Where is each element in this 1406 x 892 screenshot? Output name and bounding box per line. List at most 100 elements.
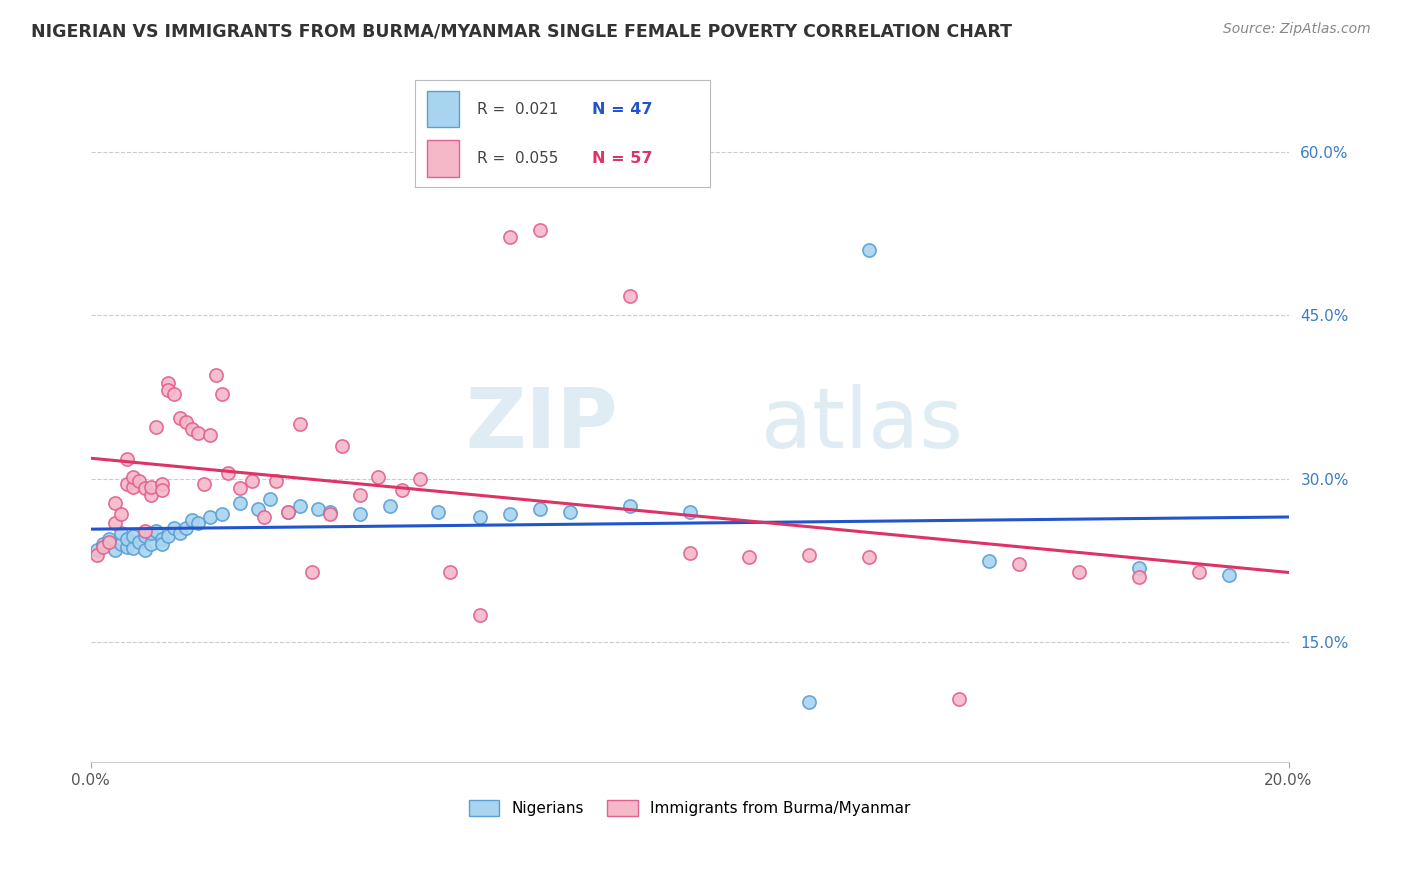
- Point: [91, 540, 114, 554]
- Point: [134, 528, 156, 542]
- Bar: [426, 140, 458, 177]
- Point: [529, 502, 551, 516]
- Point: [152, 537, 174, 551]
- Point: [247, 502, 270, 516]
- Text: N = 47: N = 47: [592, 102, 652, 117]
- Point: [200, 510, 222, 524]
- Point: [86, 542, 108, 557]
- Point: [378, 499, 401, 513]
- Point: [181, 422, 204, 436]
- Point: [157, 383, 180, 397]
- Point: [259, 491, 281, 506]
- Point: [253, 510, 276, 524]
- Point: [330, 439, 353, 453]
- Point: [110, 537, 132, 551]
- Text: atlas: atlas: [762, 384, 963, 465]
- Point: [229, 481, 252, 495]
- Point: [799, 696, 821, 710]
- Point: [858, 550, 880, 565]
- Point: [240, 474, 263, 488]
- Point: [176, 415, 198, 429]
- Point: [211, 507, 233, 521]
- Point: [152, 483, 174, 497]
- Point: [86, 548, 108, 562]
- Point: [152, 532, 174, 546]
- Point: [977, 554, 1000, 568]
- Point: [121, 469, 143, 483]
- Point: [121, 479, 143, 493]
- Point: [128, 535, 150, 549]
- Point: [1128, 561, 1150, 575]
- Text: ZIP: ZIP: [465, 384, 617, 465]
- Point: [367, 469, 389, 483]
- Point: [439, 565, 461, 579]
- Point: [163, 521, 186, 535]
- Point: [103, 542, 125, 557]
- Point: [139, 488, 162, 502]
- Text: R =  0.055: R = 0.055: [477, 151, 558, 166]
- Point: [678, 546, 700, 560]
- Point: [349, 488, 371, 502]
- Text: N = 57: N = 57: [592, 151, 652, 166]
- Point: [169, 410, 191, 425]
- Point: [163, 387, 186, 401]
- Point: [193, 477, 215, 491]
- Point: [115, 540, 138, 554]
- Point: [499, 507, 522, 521]
- Point: [128, 474, 150, 488]
- Point: [103, 496, 125, 510]
- Point: [121, 541, 143, 555]
- Point: [948, 692, 970, 706]
- Point: [391, 483, 413, 497]
- Point: [1008, 557, 1031, 571]
- Point: [301, 565, 323, 579]
- Point: [799, 548, 821, 562]
- Point: [115, 477, 138, 491]
- Point: [319, 505, 342, 519]
- Point: [115, 532, 138, 546]
- Point: [277, 505, 299, 519]
- Bar: [426, 91, 458, 128]
- Point: [134, 524, 156, 539]
- Point: [91, 537, 114, 551]
- Point: [427, 505, 450, 519]
- Point: [205, 368, 228, 383]
- Point: [619, 289, 641, 303]
- Point: [121, 528, 143, 542]
- Point: [229, 496, 252, 510]
- Point: [349, 507, 371, 521]
- Point: [468, 510, 491, 524]
- Point: [139, 526, 162, 541]
- Point: [558, 505, 581, 519]
- Point: [134, 542, 156, 557]
- Legend: Nigerians, Immigrants from Burma/Myanmar: Nigerians, Immigrants from Burma/Myanmar: [463, 794, 917, 822]
- Point: [139, 537, 162, 551]
- Point: [211, 387, 233, 401]
- Point: [1067, 565, 1090, 579]
- Point: [678, 505, 700, 519]
- Point: [409, 472, 432, 486]
- Point: [290, 417, 312, 432]
- Point: [499, 230, 522, 244]
- Point: [152, 477, 174, 491]
- Point: [266, 474, 288, 488]
- Point: [97, 535, 120, 549]
- Point: [738, 550, 761, 565]
- Point: [145, 524, 167, 539]
- Point: [134, 481, 156, 495]
- Point: [187, 516, 209, 530]
- Point: [169, 526, 191, 541]
- Point: [277, 505, 299, 519]
- Point: [181, 513, 204, 527]
- Point: [858, 243, 880, 257]
- Text: NIGERIAN VS IMMIGRANTS FROM BURMA/MYANMAR SINGLE FEMALE POVERTY CORRELATION CHAR: NIGERIAN VS IMMIGRANTS FROM BURMA/MYANMA…: [31, 22, 1012, 40]
- Point: [115, 452, 138, 467]
- Point: [157, 528, 180, 542]
- Point: [307, 502, 329, 516]
- Point: [103, 516, 125, 530]
- Point: [319, 507, 342, 521]
- Point: [1218, 567, 1240, 582]
- Point: [290, 499, 312, 513]
- Point: [110, 507, 132, 521]
- Point: [1128, 570, 1150, 584]
